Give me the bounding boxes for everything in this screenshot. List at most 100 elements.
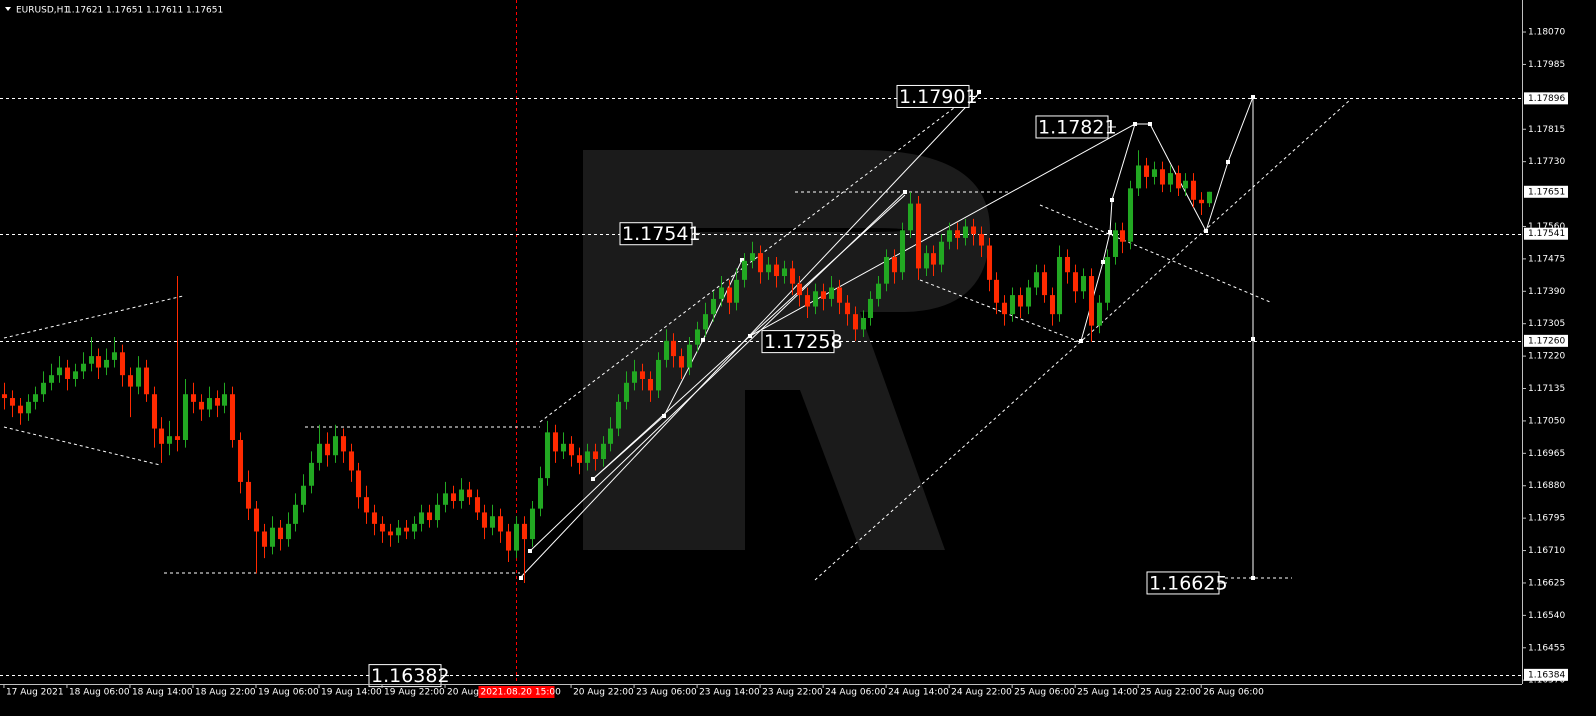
- candle-body: [828, 287, 835, 299]
- candle-body: [773, 264, 780, 277]
- candle-body: [17, 405, 24, 414]
- candle-body: [72, 371, 79, 379]
- candle-body: [505, 531, 512, 551]
- x-tick-label: 23 Aug 14:00: [699, 688, 760, 698]
- candle-body: [694, 329, 701, 345]
- candle-body: [25, 401, 32, 414]
- anchor: [748, 334, 752, 338]
- candle-body: [253, 508, 260, 532]
- y-tick-label: 1.17220: [1528, 352, 1565, 362]
- candle-body: [1072, 272, 1079, 292]
- candle-body: [962, 226, 969, 238]
- candle-body: [576, 455, 583, 463]
- anchor: [1079, 339, 1083, 343]
- candle-body: [474, 497, 481, 513]
- candle-body: [285, 523, 292, 540]
- candle-body: [103, 359, 110, 368]
- y-tick-label: 1.16455: [1528, 643, 1565, 653]
- candle-body: [1190, 180, 1197, 200]
- candle-body: [513, 523, 520, 551]
- candle-body: [261, 531, 268, 547]
- dashed-drawings: [3, 91, 1351, 581]
- y-tick-label: 1.17815: [1528, 125, 1565, 135]
- candle-body: [481, 512, 488, 528]
- y-tick-label: 1.16540: [1528, 611, 1565, 621]
- candle-body: [497, 516, 504, 532]
- x-tick-label: 24 Aug 06:00: [825, 688, 886, 698]
- wave-line: [592, 259, 743, 480]
- candle-body: [852, 314, 859, 330]
- candle-body: [946, 230, 953, 242]
- candle-body: [355, 470, 362, 498]
- candle-body: [300, 485, 307, 505]
- candle-body: [631, 371, 638, 383]
- candle-body: [158, 428, 165, 444]
- candle-body: [1025, 287, 1032, 307]
- level-tag-label: 1.16384: [1528, 670, 1565, 680]
- x-tick-label: 20 Aug 22:00: [573, 688, 634, 698]
- watermark-fill: [663, 232, 745, 550]
- candle-body: [340, 436, 347, 452]
- candle-body: [521, 523, 528, 540]
- channel-line: [539, 91, 976, 423]
- y-tick-label: 1.17985: [1528, 60, 1565, 70]
- candle-body: [269, 527, 276, 547]
- candle-body: [718, 287, 725, 299]
- candle-body: [64, 367, 71, 379]
- candle-body: [529, 508, 536, 540]
- y-tick-label: 1.17560: [1528, 222, 1565, 232]
- anchor: [591, 477, 595, 481]
- level-tag: [1524, 334, 1568, 347]
- candle-body: [1175, 173, 1182, 189]
- candle-body: [127, 375, 134, 387]
- x-tick-label: 17 Aug 2021: [6, 688, 64, 698]
- candle-body: [190, 394, 197, 402]
- y-tick-label: 1.17475: [1528, 254, 1565, 264]
- labels: 1.17901 1.17821 1.17541 1.17258 1.16625 1.163…: [368, 84, 1228, 688]
- axes: 1.18070 1.17985 1.17815 1.17730 1.17560 1.174…: [3, 28, 1568, 698]
- candle-body: [332, 436, 339, 456]
- candle-body: [1135, 165, 1142, 189]
- x-tick-label: 19 Aug 22:00: [384, 688, 445, 698]
- y-tick-label: 1.17730: [1528, 157, 1565, 167]
- candle-body: [1167, 173, 1174, 185]
- candle-body: [1151, 169, 1158, 177]
- anchor-points: [519, 90, 1255, 580]
- drawings: [3, 90, 1351, 581]
- candle-body: [678, 356, 685, 368]
- candle-body: [371, 512, 378, 524]
- x-tick-label: 20 Aug: [447, 688, 479, 698]
- candle-body: [450, 493, 457, 501]
- candle-body: [395, 527, 402, 536]
- candle-body: [1206, 191, 1213, 204]
- level-tag-label: 1.17541: [1528, 229, 1565, 239]
- levels: [0, 0, 1522, 684]
- candle-body: [1127, 188, 1134, 242]
- anchor: [519, 576, 523, 580]
- candle-body: [726, 287, 733, 303]
- candle-body: [757, 253, 764, 273]
- candle-body: [198, 401, 205, 410]
- price-tag-label: 1.17651: [1528, 187, 1565, 197]
- candle-body: [111, 352, 118, 360]
- candle-body: [600, 443, 607, 460]
- anchor: [1251, 95, 1255, 99]
- candle-body: [623, 382, 630, 402]
- candle-body: [229, 394, 236, 440]
- trend-line: [3, 295, 184, 339]
- candle-body: [544, 432, 551, 479]
- x-tick-label: 25 Aug 14:00: [1077, 688, 1138, 698]
- candle-body: [592, 451, 599, 460]
- x-tick-label: 25 Aug 22:00: [1140, 688, 1201, 698]
- candle-body: [560, 443, 567, 452]
- x-tick-label: 23 Aug 06:00: [636, 688, 697, 698]
- candle-body: [9, 398, 16, 406]
- candle-body: [1009, 295, 1016, 315]
- candle-body: [1, 394, 8, 399]
- candle-body: [860, 317, 867, 330]
- candle-body: [324, 443, 331, 456]
- candle-body: [292, 504, 299, 524]
- candle-body: [552, 432, 559, 452]
- candle-body: [639, 371, 646, 379]
